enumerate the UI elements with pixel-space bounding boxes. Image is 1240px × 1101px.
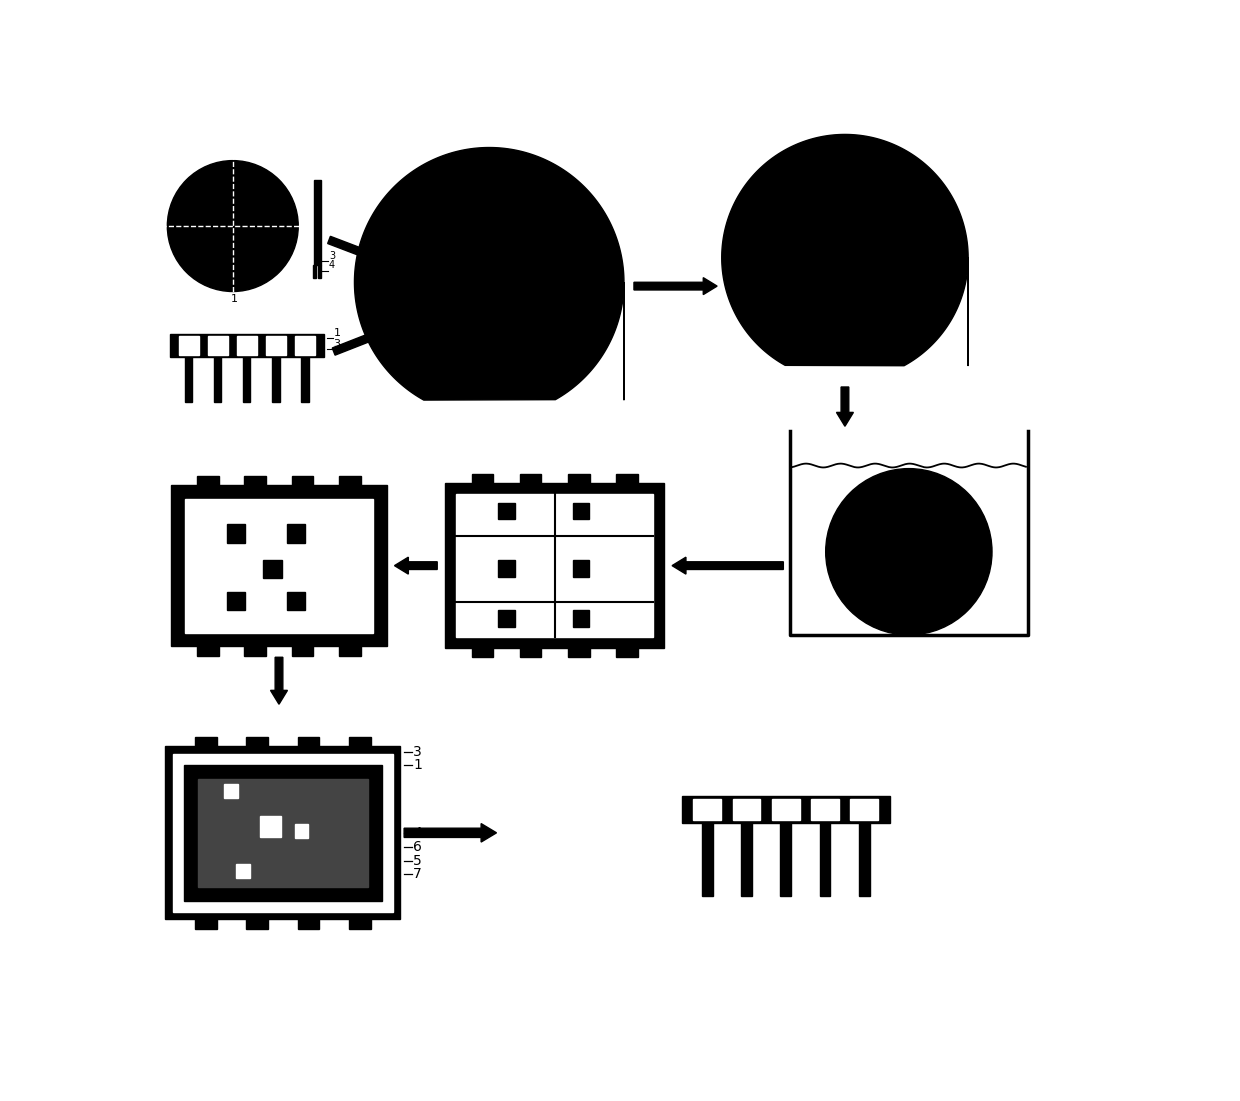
Bar <box>165 746 401 919</box>
Bar <box>573 502 589 520</box>
Text: 3: 3 <box>329 251 335 261</box>
Bar <box>520 648 542 657</box>
Bar <box>616 648 637 657</box>
Bar <box>498 560 515 577</box>
Bar <box>247 737 268 746</box>
Bar <box>851 799 878 820</box>
Bar <box>171 484 387 646</box>
Text: 4: 4 <box>329 261 335 271</box>
Bar <box>170 334 324 357</box>
Bar <box>195 737 217 746</box>
Bar <box>174 754 393 912</box>
Bar <box>224 784 238 798</box>
Text: 1: 1 <box>231 294 238 304</box>
Bar <box>340 646 361 656</box>
Bar <box>742 822 751 896</box>
Bar <box>348 737 371 746</box>
Bar <box>859 822 869 896</box>
Bar <box>272 357 279 402</box>
Text: 1: 1 <box>413 757 423 772</box>
Bar <box>693 799 720 820</box>
Bar <box>319 264 321 279</box>
Bar <box>682 796 889 822</box>
FancyArrow shape <box>332 313 427 356</box>
Bar <box>236 864 249 877</box>
Bar <box>185 499 373 633</box>
Bar <box>227 524 246 543</box>
Bar <box>286 592 305 610</box>
Bar <box>197 476 218 484</box>
Bar <box>312 264 316 279</box>
Text: 6: 6 <box>413 840 423 853</box>
Bar <box>298 737 319 746</box>
Circle shape <box>167 161 299 292</box>
FancyArrow shape <box>672 557 784 574</box>
Bar <box>265 336 285 355</box>
Text: 4: 4 <box>413 826 422 840</box>
Bar <box>733 799 760 820</box>
Bar <box>568 648 589 657</box>
Bar <box>197 646 218 656</box>
Bar <box>573 610 589 628</box>
Bar <box>259 816 281 838</box>
Bar <box>702 822 713 896</box>
Bar <box>314 179 321 264</box>
FancyArrow shape <box>837 386 853 426</box>
Bar <box>498 610 515 628</box>
Polygon shape <box>722 134 968 366</box>
Bar <box>291 646 314 656</box>
Bar <box>207 336 228 355</box>
Bar <box>456 494 652 636</box>
Text: 1: 1 <box>334 328 341 338</box>
Bar <box>197 778 368 887</box>
Bar <box>811 799 838 820</box>
Bar <box>291 476 314 484</box>
Bar <box>195 919 217 928</box>
Bar <box>213 357 222 402</box>
Circle shape <box>826 469 992 635</box>
Bar <box>179 336 198 355</box>
Bar <box>185 357 192 402</box>
Bar <box>295 825 309 838</box>
Bar <box>471 648 494 657</box>
Bar <box>247 919 268 928</box>
FancyArrow shape <box>327 237 427 280</box>
Bar <box>340 476 361 484</box>
Bar <box>227 592 246 610</box>
FancyArrow shape <box>404 824 496 842</box>
Bar <box>348 919 371 928</box>
Bar <box>286 524 305 543</box>
Text: 3: 3 <box>334 339 341 349</box>
Bar <box>237 336 257 355</box>
FancyArrow shape <box>634 277 717 295</box>
Bar <box>820 822 831 896</box>
Bar <box>298 919 319 928</box>
Bar <box>244 646 267 656</box>
Bar <box>780 822 791 896</box>
Bar <box>471 475 494 483</box>
FancyArrow shape <box>270 657 288 705</box>
Bar <box>568 475 589 483</box>
Bar <box>295 336 315 355</box>
Text: 7: 7 <box>413 868 422 882</box>
Bar <box>244 476 267 484</box>
Text: 5: 5 <box>413 853 422 868</box>
Bar <box>520 475 542 483</box>
Bar <box>243 357 250 402</box>
Bar <box>498 502 515 520</box>
Bar <box>263 559 281 578</box>
FancyArrow shape <box>394 557 438 574</box>
Bar <box>573 560 589 577</box>
Bar <box>445 483 665 648</box>
Bar <box>616 475 637 483</box>
Bar <box>184 765 382 901</box>
Bar <box>771 799 800 820</box>
Bar <box>301 357 309 402</box>
Text: 3: 3 <box>413 745 422 760</box>
Polygon shape <box>355 148 624 400</box>
